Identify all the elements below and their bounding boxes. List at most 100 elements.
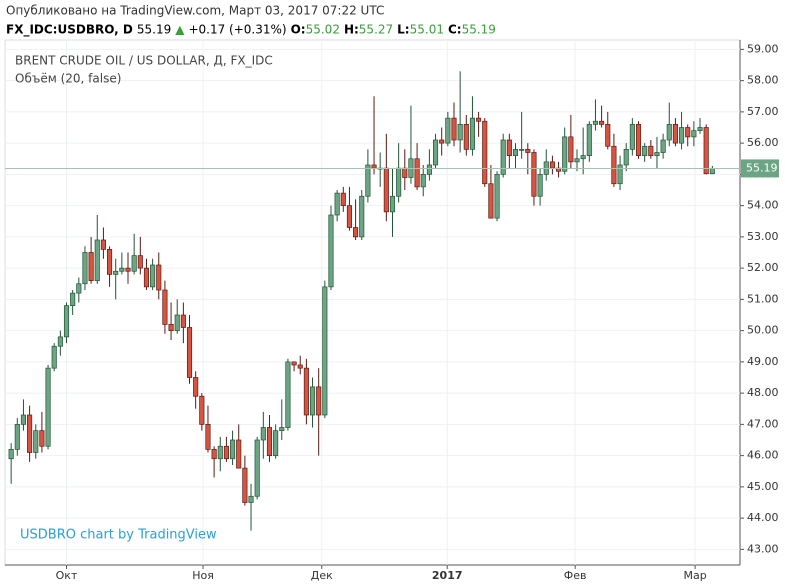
candle-body — [685, 127, 691, 138]
candle-body — [439, 139, 445, 144]
candle-body — [519, 149, 525, 151]
candle-body — [20, 414, 27, 425]
candle-body — [39, 430, 45, 447]
candle-body — [635, 124, 642, 156]
candle-body — [451, 117, 457, 141]
candle-body — [217, 445, 223, 460]
candle-body — [611, 145, 617, 185]
ohlc-label: C: — [448, 23, 462, 37]
candle-body — [223, 445, 229, 460]
candle-body — [562, 136, 568, 172]
candle-body — [586, 124, 592, 156]
candle-body — [414, 158, 420, 188]
candle-body — [328, 214, 334, 288]
candle-body — [291, 361, 297, 366]
y-tick-label: 54.00 — [747, 199, 779, 212]
candle-body — [156, 264, 162, 291]
y-tick-label: 48.00 — [747, 386, 779, 399]
y-tick-label: 50.00 — [747, 324, 779, 337]
candle-body — [297, 364, 303, 369]
x-tick-label: Фев — [564, 569, 587, 582]
candle-body — [568, 136, 574, 163]
candle-body — [113, 270, 119, 275]
candle-body — [57, 336, 63, 347]
candle-body — [8, 449, 14, 460]
candle-body — [666, 124, 672, 141]
y-tick-label: 56.00 — [747, 136, 779, 149]
chart-title: BRENT CRUDE OIL / US DOLLAR, Д, FX_IDC — [15, 54, 273, 68]
candle-body — [266, 427, 273, 456]
candle-body — [340, 192, 346, 206]
candle-body — [500, 139, 506, 175]
x-tick-label: 2017 — [432, 569, 463, 582]
candle-body — [51, 345, 57, 369]
y-tick-label: 44.00 — [747, 511, 779, 524]
candle-body — [359, 195, 365, 238]
candle-body — [309, 386, 316, 416]
candle-body — [648, 145, 654, 156]
candle-body — [143, 267, 150, 288]
candle-body — [94, 239, 100, 281]
chart-subtitle: Объём (20, false) — [15, 72, 121, 86]
candle-body — [125, 267, 131, 272]
y-tick-label: 43.00 — [747, 542, 779, 555]
candle-body — [506, 139, 512, 156]
candle-body — [599, 120, 605, 125]
candle-body — [63, 305, 70, 338]
candle-body — [236, 439, 242, 469]
candle-body — [273, 430, 279, 456]
candle-body — [82, 252, 88, 285]
candle-body — [45, 367, 51, 447]
candle-body — [88, 252, 94, 281]
candle-body — [623, 149, 629, 166]
ohlc-label: H: — [344, 23, 359, 37]
candle-body — [697, 127, 703, 131]
candle-body — [285, 361, 291, 428]
candle-body — [248, 495, 254, 503]
ohlc-label: O: — [291, 23, 306, 37]
candle-body — [691, 130, 697, 138]
candle-body — [420, 174, 426, 188]
candle-body — [660, 139, 666, 153]
symbol: FX_IDC:USDBRO, D — [6, 23, 133, 38]
last-price-label: 55.19 — [746, 161, 778, 174]
x-tick-label: Мар — [683, 569, 706, 582]
ohlc-value: 55.19 — [462, 23, 496, 37]
ohlc-label: L: — [397, 23, 409, 37]
y-tick-label: 47.00 — [747, 417, 779, 430]
candle-body — [162, 289, 168, 325]
y-tick-label: 53.00 — [747, 230, 779, 243]
candle-body — [107, 249, 113, 275]
candle-body — [100, 239, 106, 250]
candle-body — [205, 424, 211, 450]
candle-body — [549, 161, 555, 169]
candle-body — [445, 117, 451, 144]
candle-body — [14, 424, 20, 450]
ohlc-value: 55.27 — [359, 23, 393, 37]
candle-body — [488, 183, 494, 219]
candle-body — [186, 327, 193, 378]
candle-body — [494, 174, 500, 219]
y-tick-label: 58.00 — [747, 74, 779, 87]
candle-body — [316, 386, 322, 416]
candle-body — [279, 427, 285, 431]
candle-body — [469, 117, 475, 150]
candle-body — [703, 127, 709, 175]
candle-body — [334, 192, 340, 216]
candle-body — [150, 264, 156, 288]
candle-body — [482, 120, 488, 185]
published: Опубликовано на TradingView.com, Март 03… — [6, 4, 384, 18]
candle-body — [76, 283, 82, 294]
candle-body — [709, 168, 715, 175]
candle-body — [592, 120, 599, 125]
candle-body — [174, 314, 180, 331]
candle-body — [383, 167, 389, 213]
candle-body — [396, 167, 402, 197]
candle-body — [33, 430, 39, 453]
candle-body — [402, 167, 408, 178]
candle-body — [260, 427, 266, 441]
candle-body — [679, 127, 685, 144]
candle-body — [432, 139, 439, 166]
